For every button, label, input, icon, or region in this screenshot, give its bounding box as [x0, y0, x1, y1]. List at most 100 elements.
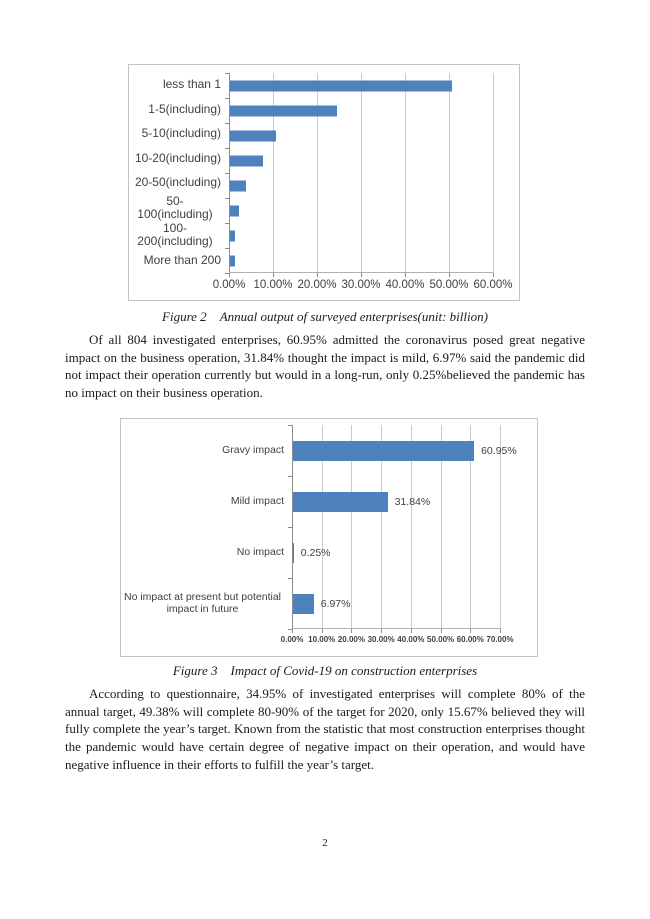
- bar-row: [229, 223, 493, 248]
- value-axis-line: [229, 272, 493, 273]
- gridline: [317, 73, 318, 273]
- bar: [230, 105, 337, 116]
- gridline: [351, 425, 353, 629]
- bar: [293, 593, 314, 614]
- value-axis-tick: [229, 273, 230, 277]
- bar-row: [229, 248, 493, 273]
- bar: [230, 130, 276, 141]
- category-axis-tick: [288, 425, 292, 426]
- value-label: 60.95%: [481, 444, 517, 457]
- category-axis-tick: [225, 273, 229, 274]
- category-axis-line: [292, 425, 293, 629]
- bar-row: [229, 173, 493, 198]
- x-tick-label: 10.00%: [253, 279, 293, 291]
- gridline: [449, 73, 450, 273]
- x-tick-label: 50.00%: [426, 635, 455, 644]
- value-axis-tick: [292, 629, 293, 633]
- plot-area: 60.95% 31.84% 0.25% 6.97%: [288, 425, 517, 633]
- bar: [293, 440, 475, 461]
- x-tick-label: 0.00%: [212, 279, 246, 291]
- figure2-chart: less than 1 1-5(including) 5-10(including)…: [128, 64, 520, 301]
- value-axis-tick: [381, 629, 383, 633]
- bar: [230, 180, 246, 191]
- figure2-caption: Figure 2 Annual output of surveyed enterp…: [0, 309, 650, 325]
- category-axis-line: [229, 73, 230, 273]
- category-label: 100-200(including): [137, 220, 213, 249]
- bar-rows: [229, 73, 493, 273]
- value-axis-tick: [317, 273, 318, 277]
- bar: [230, 230, 236, 241]
- bar-row: 31.84%: [292, 476, 500, 527]
- x-tick-label: 30.00%: [367, 635, 395, 644]
- x-tick-label: 20.00%: [337, 635, 365, 644]
- x-tick-label: 20.00%: [297, 279, 337, 291]
- gridline: [410, 425, 412, 629]
- gridline: [405, 73, 406, 273]
- figure3-caption: Figure 3 Impact of Covid-19 on constructi…: [0, 663, 650, 679]
- figure2-title: Annual output of surveyed enterprises(un…: [219, 309, 488, 324]
- x-tick-label: 10.00%: [308, 635, 336, 644]
- bar-row: [229, 198, 493, 223]
- category-label: 5-10(including): [141, 126, 221, 141]
- value-axis-tick: [405, 273, 406, 277]
- category-label: 20-50(including): [134, 174, 221, 189]
- x-tick-label: 50.00%: [429, 279, 469, 291]
- bar-rows: 60.95% 31.84% 0.25% 6.97%: [292, 425, 517, 629]
- value-axis: 0.00% 10.00% 20.00% 30.00% 40.00% 50.00% 60.00…: [129, 273, 519, 300]
- page-number: 2: [322, 837, 328, 849]
- figure2-label: Figure 2: [162, 309, 207, 324]
- chart-body: Gravy impact Mild impact No impact No impac…: [121, 425, 537, 633]
- category-axis-tick: [225, 198, 229, 199]
- bar-row: 0.25%: [292, 527, 500, 578]
- figure3-label: Figure 3: [172, 663, 218, 678]
- bar: [230, 255, 236, 266]
- category-label: 50-100(including): [137, 193, 213, 222]
- value-axis-tick: [493, 273, 494, 277]
- x-tick-label: 40.00%: [385, 279, 425, 291]
- category-axis-tick: [288, 476, 292, 477]
- category-label: More than 200: [143, 253, 221, 268]
- category-axis-tick: [225, 173, 229, 174]
- bar-row: [229, 98, 493, 123]
- category-axis-tick: [225, 73, 229, 74]
- value-label: 6.97%: [320, 597, 351, 610]
- x-tick-label: 70.00%: [486, 635, 514, 644]
- value-axis-tick: [440, 629, 442, 633]
- gridline: [470, 425, 472, 629]
- gridline: [273, 73, 274, 273]
- value-axis-tick: [361, 273, 362, 277]
- category-label: No impact: [236, 545, 284, 558]
- bar-row: 60.95%: [292, 425, 517, 476]
- category-label: 10-20(including): [134, 150, 221, 165]
- category-axis-tick: [225, 223, 229, 224]
- gridline: [381, 425, 383, 629]
- x-tick-label: 60.00%: [456, 635, 484, 644]
- x-tick-label: 0.00%: [280, 635, 304, 644]
- gridline: [321, 425, 323, 629]
- x-tick-label: 60.00%: [473, 279, 513, 291]
- category-axis-tick: [288, 527, 292, 528]
- axis-spacer-left: [121, 629, 292, 656]
- category-labels: Gravy impact Mild impact No impact No impac…: [121, 425, 292, 629]
- value-label: 31.84%: [394, 495, 431, 508]
- plot-right-padding: [493, 73, 519, 273]
- gridline: [361, 73, 362, 273]
- value-axis-tick: [449, 273, 450, 277]
- bar: [293, 491, 388, 512]
- figure3-title: Impact of Covid-19 on construction enter…: [230, 663, 478, 678]
- plot-area: [225, 73, 494, 277]
- bar: [230, 205, 240, 216]
- category-axis-tick: [225, 123, 229, 124]
- bar-row: [229, 148, 493, 173]
- value-label: 0.25%: [300, 546, 331, 559]
- x-tick-label: 40.00%: [397, 635, 425, 644]
- category-label: 1-5(including): [148, 101, 221, 116]
- chart-body: less than 1 1-5(including) 5-10(including)…: [129, 73, 519, 277]
- paragraph-annual-target: According to questionnaire, 34.95% of in…: [65, 686, 585, 772]
- value-axis-tick: [321, 629, 323, 633]
- bar-row: [229, 123, 493, 148]
- value-axis-tick: [351, 629, 353, 633]
- category-axis-tick: [225, 248, 229, 249]
- bar: [230, 155, 263, 166]
